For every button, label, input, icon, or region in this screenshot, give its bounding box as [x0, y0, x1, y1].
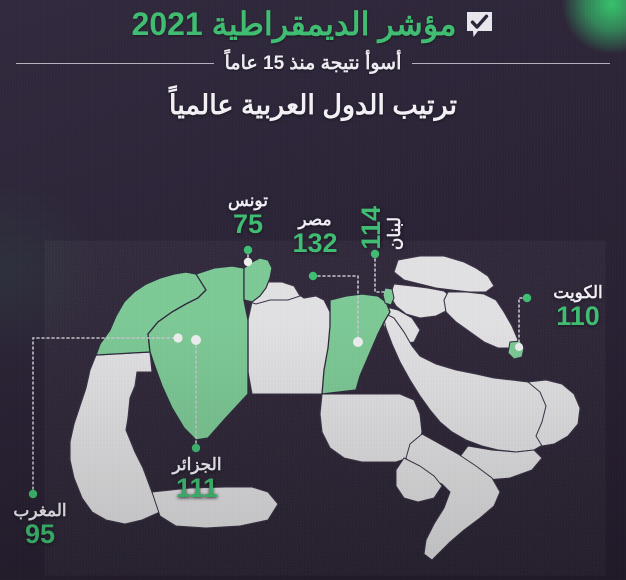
- dot-tunisia-map: [243, 257, 253, 267]
- dot-morocco-map: [173, 333, 183, 343]
- subtitle: أسوأ نتيجة منذ 15 عاماً: [224, 52, 402, 74]
- map-label-egypt-value: 132: [292, 228, 338, 259]
- map-label-egypt[interactable]: مصر 132: [284, 210, 346, 259]
- dot-morocco-label: [28, 489, 38, 499]
- map-label-algeria[interactable]: الجزائر 111: [156, 455, 238, 504]
- country-iraq: [443, 291, 519, 349]
- map-label-kuwait[interactable]: الكويت 110: [536, 283, 620, 332]
- connector-lebanon: [374, 253, 386, 293]
- country-oman-uae: [526, 379, 581, 447]
- map-label-algeria-name: الجزائر: [172, 455, 222, 474]
- map-label-algeria-value: 111: [175, 473, 219, 504]
- map-label-lebanon-value: 114: [356, 206, 386, 250]
- map-countries: [69, 255, 581, 561]
- map-label-morocco-name: المغرب: [13, 501, 67, 520]
- map-label-lebanon[interactable]: لبنان 114: [356, 188, 405, 250]
- country-syria: [389, 283, 453, 319]
- map-label-morocco[interactable]: المغرب 95: [1, 501, 79, 550]
- country-turkey: [393, 255, 495, 293]
- divider-right: [412, 62, 611, 64]
- connector-morocco: [32, 337, 179, 495]
- map-connector-dots: [28, 245, 532, 499]
- dot-tunisia-label: [243, 245, 253, 255]
- map-label-tunisia-value: 75: [232, 209, 264, 240]
- map-label-egypt-name: مصر: [298, 210, 332, 229]
- country-tunisia: [243, 257, 273, 303]
- map-label-tunisia-name: تونس: [228, 191, 268, 210]
- divider-left: [15, 62, 214, 64]
- title-row: مؤشر الديمقراطية 2021: [0, 6, 626, 43]
- dot-kuwait-map: [515, 343, 523, 351]
- connector-kuwait: [518, 297, 528, 348]
- dot-egypt-map: [353, 337, 363, 347]
- checkmark-speech-bubble-icon: [465, 10, 494, 39]
- country-lebanon: [382, 287, 395, 306]
- dot-egypt-label: [308, 271, 318, 281]
- map-label-lebanon-name: لبنان: [385, 216, 405, 250]
- map-label-kuwait-value: 110: [556, 301, 600, 332]
- country-ethiopia: [395, 457, 443, 503]
- subtitle-row: أسوأ نتيجة منذ 15 عاماً: [0, 52, 626, 75]
- header: مؤشر الديمقراطية 2021 أسوأ نتيجة منذ 15 …: [0, 0, 626, 123]
- dot-algeria-label: [191, 443, 201, 453]
- connector-egypt: [312, 275, 359, 343]
- country-sahel-strip: [151, 486, 279, 529]
- dot-lebanon-label: [370, 249, 380, 259]
- map-label-morocco-value: 95: [24, 519, 56, 550]
- dot-algeria-map: [191, 335, 201, 345]
- dot-kuwait-label: [522, 293, 532, 303]
- page-title: مؤشر الديمقراطية 2021: [131, 6, 457, 42]
- country-sudan: [319, 393, 423, 463]
- map-label-tunisia[interactable]: تونس 75: [214, 191, 282, 240]
- map-label-kuwait-name: الكويت: [553, 283, 603, 302]
- headline: ترتيب الدول العربية عالمياً: [169, 89, 457, 120]
- country-western-sahara-mauritania: [69, 351, 161, 525]
